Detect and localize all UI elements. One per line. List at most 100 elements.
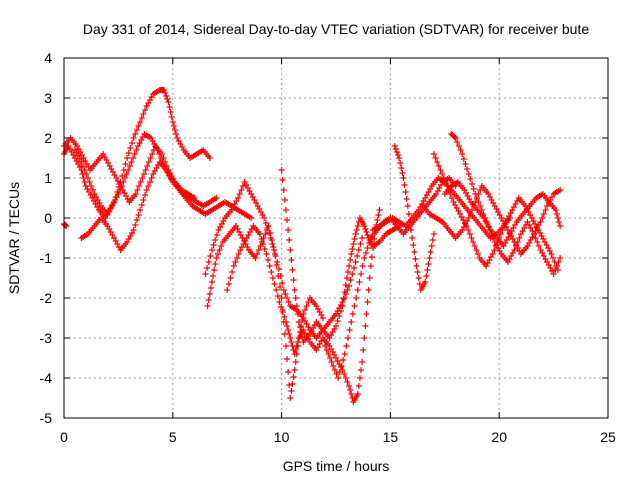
data-point-marker xyxy=(285,327,292,333)
data-point-marker xyxy=(132,191,139,197)
data-point-marker xyxy=(339,303,346,309)
data-point-marker xyxy=(206,291,213,297)
data-point-marker xyxy=(88,183,95,189)
chart-title: Day 331 of 2014, Sidereal Day-to-day VTE… xyxy=(83,21,590,37)
data-point-marker xyxy=(548,251,555,257)
data-point-marker xyxy=(393,149,400,155)
data-point-marker xyxy=(212,261,219,267)
data-point-marker xyxy=(327,355,334,361)
data-point-marker xyxy=(132,222,139,228)
data-point-marker xyxy=(539,215,546,221)
data-point-marker xyxy=(346,263,353,269)
data-point-marker xyxy=(376,207,383,213)
data-point-marker xyxy=(86,179,93,185)
data-point-marker xyxy=(361,223,368,229)
data-point-marker xyxy=(537,219,544,225)
data-point-marker xyxy=(364,299,371,305)
data-point-marker xyxy=(289,381,296,387)
data-point-marker xyxy=(275,273,282,279)
data-point-marker xyxy=(341,289,348,295)
data-point-marker xyxy=(430,231,437,237)
data-point-marker xyxy=(218,243,225,249)
data-point-marker xyxy=(346,327,353,333)
data-point-marker xyxy=(213,195,220,201)
data-point-marker xyxy=(262,220,269,226)
data-point-marker xyxy=(427,249,434,255)
data-point-marker xyxy=(137,179,144,185)
data-point-marker xyxy=(362,323,369,329)
data-point-marker xyxy=(319,315,326,321)
data-point-marker xyxy=(425,261,432,267)
data-point-marker xyxy=(286,331,293,337)
data-point-marker xyxy=(261,246,268,252)
data-point-marker xyxy=(128,159,135,165)
data-point-marker xyxy=(297,324,304,330)
data-point-marker xyxy=(357,241,364,247)
data-point-marker xyxy=(353,295,360,301)
data-point-marker xyxy=(140,171,147,177)
data-point-marker xyxy=(279,280,286,286)
data-point-marker xyxy=(551,259,558,265)
data-point-marker xyxy=(268,269,275,275)
data-point-marker xyxy=(140,111,147,117)
series-trace-11 xyxy=(391,143,437,293)
data-point-marker xyxy=(167,109,174,115)
data-point-marker xyxy=(429,237,436,243)
data-point-marker xyxy=(286,237,293,243)
data-point-marker xyxy=(270,244,277,250)
data-point-marker xyxy=(455,143,462,149)
y-tick-label: 4 xyxy=(44,50,52,66)
data-point-marker xyxy=(125,150,132,156)
data-point-marker xyxy=(208,247,215,253)
data-point-marker xyxy=(467,211,474,217)
y-tick-label: -2 xyxy=(40,290,53,306)
data-point-marker xyxy=(392,146,399,152)
plot-frame xyxy=(63,57,609,419)
data-point-marker xyxy=(364,232,371,238)
data-point-marker xyxy=(293,303,300,309)
data-point-marker xyxy=(134,187,141,193)
data-point-marker xyxy=(454,139,461,145)
data-point-marker xyxy=(470,186,477,192)
y-axis-label: SDTVAR / TECUs xyxy=(6,182,22,294)
data-point-marker xyxy=(137,207,144,213)
data-point-marker xyxy=(442,179,449,185)
series-trace-9 xyxy=(322,175,459,381)
data-point-marker xyxy=(341,371,348,377)
data-point-marker xyxy=(278,295,285,301)
data-point-marker xyxy=(465,227,472,233)
data-point-marker xyxy=(413,263,420,269)
data-point-marker xyxy=(131,151,138,157)
data-point-marker xyxy=(299,317,306,323)
data-point-marker xyxy=(285,227,292,233)
data-point-marker xyxy=(358,271,365,277)
data-point-marker xyxy=(341,351,348,357)
data-point-marker xyxy=(211,267,218,273)
x-tick-label: 25 xyxy=(600,429,616,445)
data-point-marker xyxy=(298,323,305,329)
data-point-marker xyxy=(428,243,435,249)
data-point-marker xyxy=(136,183,143,189)
data-point-marker xyxy=(288,388,295,394)
data-point-marker xyxy=(268,237,275,243)
data-point-marker xyxy=(232,259,239,265)
data-point-marker xyxy=(205,297,212,303)
data-point-marker xyxy=(557,223,564,229)
data-point-marker xyxy=(255,247,262,253)
data-point-marker xyxy=(359,263,366,269)
data-point-marker xyxy=(168,114,175,120)
data-point-marker xyxy=(289,267,296,273)
data-point-marker xyxy=(354,253,361,259)
data-point-marker xyxy=(465,171,472,177)
data-point-marker xyxy=(123,171,130,177)
data-point-marker xyxy=(349,246,356,252)
data-point-marker xyxy=(271,281,278,287)
data-point-marker xyxy=(468,235,475,241)
data-point-marker xyxy=(346,283,353,289)
data-point-marker xyxy=(473,247,480,253)
data-point-marker xyxy=(343,275,350,281)
data-point-marker xyxy=(236,191,243,197)
data-point-marker xyxy=(497,231,504,237)
data-point-marker xyxy=(303,303,310,309)
data-point-marker xyxy=(285,299,292,305)
